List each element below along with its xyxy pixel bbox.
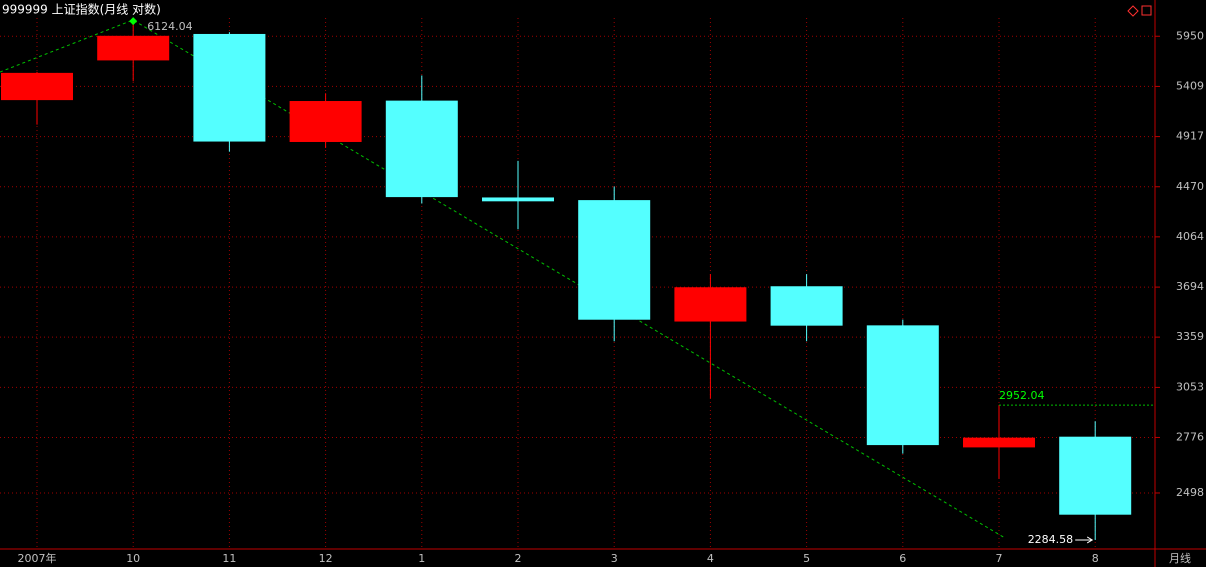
- x-tick-label: 8: [1092, 552, 1099, 565]
- window-icons: [1127, 5, 1152, 17]
- candle-body: [482, 197, 554, 202]
- y-tick-label: 5409: [1176, 79, 1204, 92]
- x-tick-label: 3: [611, 552, 618, 565]
- icon-window[interactable]: [1141, 5, 1152, 16]
- trend-line: [0, 19, 1006, 539]
- y-tick-label: 2776: [1176, 430, 1204, 443]
- low-arrow: [1075, 536, 1094, 544]
- x-tick-label: 4: [707, 552, 714, 565]
- x-tick-label: 1: [418, 552, 425, 565]
- candle-body: [1, 72, 73, 101]
- x-tick-label: 7: [996, 552, 1003, 565]
- x-tick-label: 11: [222, 552, 236, 565]
- x-tick-label: 5: [803, 552, 810, 565]
- candle-body: [385, 100, 458, 198]
- high-marker: [129, 17, 138, 26]
- candle-body: [578, 200, 651, 320]
- high-annotation: 2952.04: [999, 389, 1045, 402]
- x-tick-label: 12: [319, 552, 333, 565]
- candle-body: [963, 437, 1035, 448]
- low-annotation: 2284.58: [1028, 533, 1074, 546]
- candle-body: [770, 286, 843, 326]
- y-tick-label: 5950: [1176, 29, 1204, 42]
- x-tick-label: 2007年: [18, 551, 57, 565]
- y-tick-label: 4064: [1176, 230, 1204, 243]
- candle-body: [1059, 436, 1132, 515]
- y-tick-label: 3359: [1176, 330, 1204, 343]
- y-tick-label: 3053: [1176, 380, 1204, 393]
- y-tick-label: 4917: [1176, 130, 1204, 143]
- trend-line: [0, 19, 1006, 539]
- candle-body: [674, 287, 747, 322]
- high-annotation: 6124.04: [147, 20, 193, 33]
- y-tick-label: 2498: [1176, 486, 1204, 499]
- x-tick-label: 2: [515, 552, 522, 565]
- x-tick-label: 10: [126, 552, 140, 565]
- candle-body: [866, 325, 939, 446]
- chart-title: 999999 上证指数(月线 对数): [2, 2, 161, 17]
- candle-body: [289, 101, 362, 142]
- y-tick-label: 4470: [1176, 180, 1204, 193]
- candle-body: [193, 33, 266, 142]
- icon-diamond[interactable]: [1127, 5, 1139, 17]
- x-tick-label: 6: [899, 552, 906, 565]
- candle-body: [97, 35, 170, 61]
- y-tick-label: 3694: [1176, 280, 1204, 293]
- period-label: 月线: [1169, 551, 1191, 565]
